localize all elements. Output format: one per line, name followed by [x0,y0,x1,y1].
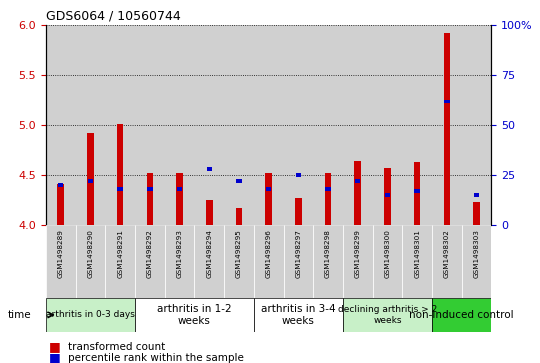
Text: GSM1498294: GSM1498294 [206,229,212,278]
Bar [88,179,93,183]
Bar [254,25,284,225]
Bar [194,225,224,298]
Bar [373,25,402,225]
Text: percentile rank within the sample: percentile rank within the sample [68,352,244,363]
Text: declining arthritis > 2
weeks: declining arthritis > 2 weeks [338,305,437,325]
Text: GSM1498291: GSM1498291 [117,229,123,278]
Text: GSM1498302: GSM1498302 [444,229,450,278]
Bar [46,225,76,298]
Bar [224,225,254,298]
Bar [176,173,183,225]
Text: GSM1498295: GSM1498295 [236,229,242,278]
Bar [432,25,462,225]
Text: arthritis in 1-2
weeks: arthritis in 1-2 weeks [157,304,232,326]
Bar [235,208,242,225]
Bar [76,25,105,225]
Bar [462,225,491,298]
Bar [87,133,94,225]
Bar [147,187,152,191]
Bar [105,225,135,298]
Text: GSM1498289: GSM1498289 [58,229,64,278]
Bar [432,225,462,298]
Bar [313,225,343,298]
Bar [135,298,254,332]
Bar [385,193,390,197]
Bar [443,33,450,225]
Bar [58,183,63,187]
Bar [474,193,479,197]
Bar [165,225,194,298]
Text: GSM1498301: GSM1498301 [414,229,420,278]
Bar [432,298,491,332]
Bar [325,173,332,225]
Bar [343,225,373,298]
Bar [237,179,241,183]
Bar [402,225,432,298]
Bar [177,187,182,191]
Bar [207,167,212,171]
Bar [194,25,224,225]
Bar [254,225,284,298]
Bar [224,25,254,225]
Bar [57,184,64,225]
Bar [402,25,432,225]
Bar [165,25,194,225]
Text: GSM1498297: GSM1498297 [295,229,301,278]
Text: arthritis in 3-4
weeks: arthritis in 3-4 weeks [261,304,336,326]
Bar [296,174,301,177]
Text: GSM1498300: GSM1498300 [384,229,390,278]
Bar [206,200,213,225]
Bar [313,25,343,225]
Bar [146,173,153,225]
Text: GDS6064 / 10560744: GDS6064 / 10560744 [46,10,181,23]
Bar [284,25,313,225]
Bar [117,124,124,225]
Text: ■: ■ [49,340,60,353]
Text: ■: ■ [49,351,60,363]
Text: GSM1498303: GSM1498303 [474,229,480,278]
Bar [135,25,165,225]
Text: GSM1498293: GSM1498293 [177,229,183,278]
Bar [373,225,402,298]
Bar [444,99,449,103]
Bar [414,162,421,225]
Bar [343,298,432,332]
Text: GSM1498292: GSM1498292 [147,229,153,278]
Text: GSM1498299: GSM1498299 [355,229,361,278]
Bar [284,225,313,298]
Bar [266,187,271,191]
Text: arthritis in 0-3 days: arthritis in 0-3 days [46,310,135,319]
Bar [254,298,343,332]
Text: transformed count: transformed count [68,342,165,352]
Bar [46,298,135,332]
Bar [354,161,361,225]
Bar [265,173,272,225]
Bar [355,179,360,183]
Bar [384,168,391,225]
Bar [46,25,76,225]
Bar [462,25,491,225]
Bar [76,225,105,298]
Text: non-induced control: non-induced control [409,310,514,320]
Text: GSM1498296: GSM1498296 [266,229,272,278]
Bar [326,187,330,191]
Bar [295,198,302,225]
Bar [118,187,123,191]
Bar [105,25,135,225]
Bar [473,202,480,225]
Bar [343,25,373,225]
Bar [135,225,165,298]
Text: time: time [8,310,32,320]
Text: GSM1498290: GSM1498290 [87,229,93,278]
Bar [415,189,420,193]
Text: GSM1498298: GSM1498298 [325,229,331,278]
